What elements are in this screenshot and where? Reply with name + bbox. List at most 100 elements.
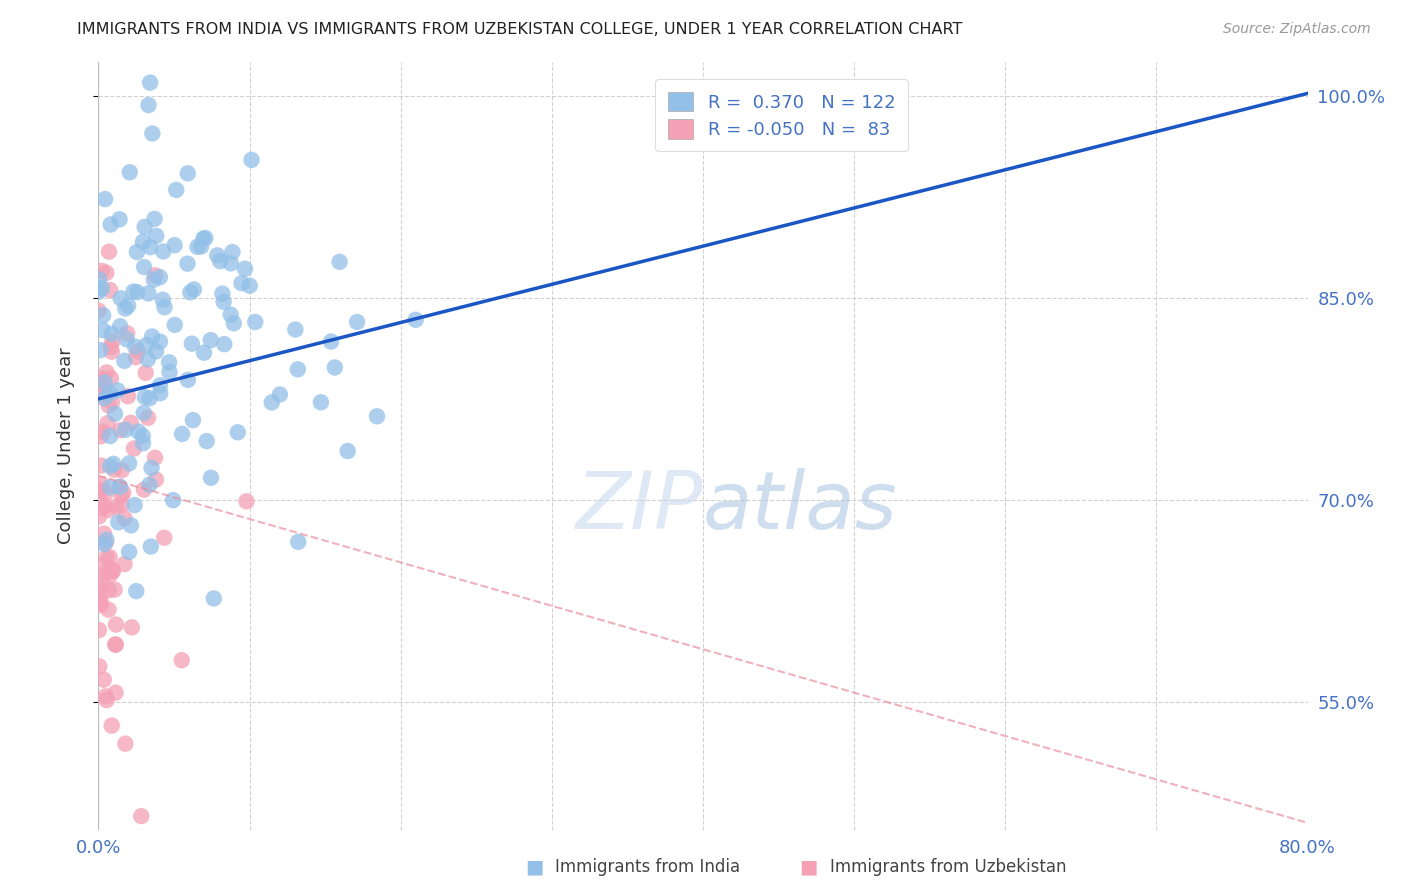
Point: [152, 244, 174, 259]
Point: [143, 268, 166, 283]
Point: [240, 153, 263, 167]
Point: [152, 293, 174, 307]
Point: [269, 387, 291, 401]
Point: [329, 255, 352, 269]
Point: [231, 277, 253, 291]
Point: [94, 535, 117, 549]
Point: [93, 371, 115, 385]
Text: atlas: atlas: [703, 468, 898, 547]
Point: [212, 294, 235, 309]
Text: ■: ■: [799, 857, 818, 877]
Point: [125, 244, 148, 259]
Point: [112, 485, 135, 500]
Point: [101, 563, 124, 577]
Point: [118, 457, 141, 471]
Point: [89, 509, 111, 524]
Point: [122, 285, 145, 299]
Point: [346, 315, 368, 329]
Point: [405, 313, 427, 327]
Point: [336, 444, 359, 458]
Point: [114, 301, 136, 316]
Point: [90, 596, 112, 610]
Point: [97, 399, 120, 413]
Point: [93, 673, 115, 687]
Point: [214, 337, 236, 351]
Point: [98, 459, 121, 474]
Point: [165, 183, 187, 197]
Point: [90, 501, 112, 516]
Text: Immigrants from India: Immigrants from India: [555, 858, 741, 876]
Point: [139, 391, 162, 405]
Point: [149, 334, 172, 349]
Point: [287, 534, 309, 549]
Point: [219, 308, 242, 322]
Point: [110, 488, 132, 502]
Point: [114, 557, 136, 571]
Point: [98, 244, 121, 259]
Point: [90, 477, 112, 491]
Point: [127, 344, 149, 359]
Point: [96, 416, 118, 430]
Point: [108, 212, 131, 227]
Legend: R =  0.370   N = 122, R = -0.050   N =  83: R = 0.370 N = 122, R = -0.050 N = 83: [655, 79, 908, 152]
Point: [207, 248, 229, 262]
Point: [114, 737, 136, 751]
Point: [90, 458, 112, 473]
Point: [87, 272, 110, 286]
Point: [226, 425, 249, 440]
Point: [103, 462, 125, 476]
Point: [96, 566, 118, 580]
Point: [118, 545, 141, 559]
Point: [145, 473, 167, 487]
Text: ZIP: ZIP: [575, 468, 703, 547]
Point: [89, 376, 111, 390]
Point: [104, 617, 127, 632]
Point: [186, 240, 208, 254]
Point: [121, 620, 143, 634]
Point: [104, 407, 127, 421]
Point: [101, 334, 124, 349]
Point: [170, 427, 193, 442]
Point: [89, 343, 111, 358]
Point: [100, 326, 122, 341]
Point: [91, 323, 114, 337]
Point: [132, 483, 155, 497]
Point: [90, 264, 112, 278]
Point: [141, 329, 163, 343]
Point: [136, 410, 159, 425]
Point: [162, 493, 184, 508]
Point: [138, 477, 160, 491]
Point: [131, 429, 153, 443]
Point: [98, 567, 121, 582]
Point: [93, 384, 115, 398]
Point: [134, 390, 156, 404]
Point: [96, 550, 118, 565]
Point: [139, 76, 162, 90]
Point: [89, 659, 111, 673]
Point: [90, 281, 112, 295]
Point: [132, 235, 155, 249]
Point: [135, 338, 157, 352]
Point: [98, 386, 121, 401]
Point: [190, 239, 212, 253]
Point: [104, 638, 127, 652]
Point: [149, 270, 172, 285]
Point: [111, 463, 134, 477]
Point: [145, 228, 167, 243]
Point: [91, 309, 114, 323]
Point: [202, 591, 225, 606]
Point: [139, 240, 162, 254]
Point: [193, 231, 215, 245]
Point: [260, 395, 283, 409]
Point: [141, 461, 163, 475]
Point: [101, 564, 124, 578]
Point: [108, 480, 131, 494]
Point: [101, 344, 124, 359]
Point: [163, 318, 186, 332]
Point: [89, 591, 111, 605]
Point: [103, 457, 125, 471]
Point: [94, 499, 117, 513]
Point: [132, 260, 155, 274]
Point: [287, 362, 309, 376]
Point: [117, 389, 139, 403]
